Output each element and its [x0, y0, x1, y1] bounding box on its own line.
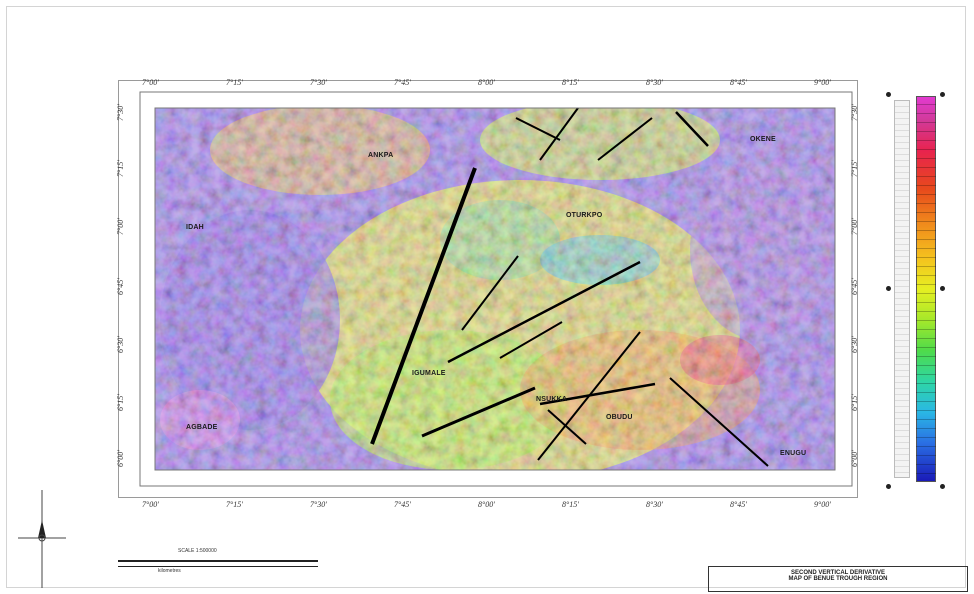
right-tick-label: 6°00' [849, 450, 859, 467]
legend-corner-dot [886, 286, 891, 291]
bottom-tick-label: 7°30' [310, 500, 327, 509]
place-label: ANKPA [368, 152, 394, 159]
top-tick-label: 7°00' [142, 78, 159, 87]
right-tick-label: 6°45' [849, 278, 859, 295]
place-label: OBUDU [606, 414, 633, 421]
lineament [461, 255, 519, 331]
bottom-tick-label: 9°00' [814, 500, 831, 509]
bottom-tick-label: 8°45' [730, 500, 747, 509]
lineament [539, 382, 656, 406]
bottom-tick-label: 7°00' [142, 500, 159, 509]
scale-bar: SCALE 1:500000 kilometres [118, 548, 328, 588]
graticule-frame [139, 91, 853, 487]
lineament [499, 321, 563, 359]
legend-colorbar [916, 96, 936, 482]
bottom-tick-label: 8°30' [646, 500, 663, 509]
bottom-tick-label: 7°15' [226, 500, 243, 509]
legend-corner-dot [940, 286, 945, 291]
place-label: OTURKPO [566, 212, 603, 219]
lineament [537, 331, 641, 461]
right-tick-label: 7°15' [849, 160, 859, 177]
left-tick-label: 6°15' [115, 394, 125, 411]
bottom-tick-label: 8°15' [562, 500, 579, 509]
lineaments [370, 107, 769, 467]
title-block: SECOND VERTICAL DERIVATIVE MAP OF BENUE … [708, 566, 968, 592]
lineament [675, 111, 709, 147]
right-tick-label: 6°30' [849, 336, 859, 353]
place-label: NSUKKA [536, 396, 568, 403]
bottom-tick-label: 7°45' [394, 500, 411, 509]
left-tick-label: 6°30' [115, 336, 125, 353]
lineament [421, 386, 536, 438]
legend-corner-dot [940, 484, 945, 489]
top-tick-label: 7°15' [226, 78, 243, 87]
top-tick-label: 9°00' [814, 78, 831, 87]
scale-subtitle: kilometres [158, 568, 181, 574]
legend-corner-dot [886, 484, 891, 489]
legend-tick-marks [916, 96, 936, 482]
top-tick-label: 8°00' [478, 78, 495, 87]
left-tick-label: 6°45' [115, 278, 125, 295]
right-tick-label: 7°30' [849, 104, 859, 121]
lineament [539, 107, 579, 161]
left-tick-label: 6°00' [115, 450, 125, 467]
place-label: IGUMALE [412, 370, 446, 377]
lineament [669, 377, 769, 467]
bottom-tick-label: 8°00' [478, 500, 495, 509]
lineament [597, 117, 653, 161]
top-tick-label: 8°15' [562, 78, 579, 87]
sheet-border [6, 6, 966, 588]
place-label: OKENE [750, 136, 776, 143]
lineament [547, 409, 587, 445]
left-tick-label: 7°30' [115, 104, 125, 121]
legend-corner-dot [886, 92, 891, 97]
right-tick-label: 7°00' [849, 218, 859, 235]
top-tick-label: 7°30' [310, 78, 327, 87]
left-tick-label: 7°15' [115, 160, 125, 177]
place-label: AGBADE [186, 424, 218, 431]
lineament [370, 167, 477, 445]
lineament [515, 117, 561, 141]
place-label: ENUGU [780, 450, 807, 457]
right-tick-label: 6°15' [849, 394, 859, 411]
left-tick-label: 7°00' [115, 218, 125, 235]
legend-corner-dot [940, 92, 945, 97]
map-border [154, 107, 836, 471]
scale-line [118, 560, 318, 567]
title-line-2: MAP OF BENUE TROUGH REGION [788, 576, 888, 582]
north-arrow-icon [18, 490, 66, 588]
top-tick-label: 8°45' [730, 78, 747, 87]
lineament [447, 260, 641, 364]
top-tick-label: 8°30' [646, 78, 663, 87]
title-line-1: SECOND VERTICAL DERIVATIVE [790, 570, 885, 576]
legend-value-column [894, 100, 910, 478]
map-frame [118, 80, 858, 498]
anomaly-field [155, 108, 835, 470]
scale-title: SCALE 1:500000 [178, 548, 217, 554]
top-tick-label: 7°45' [394, 78, 411, 87]
place-label: IDAH [186, 224, 204, 231]
